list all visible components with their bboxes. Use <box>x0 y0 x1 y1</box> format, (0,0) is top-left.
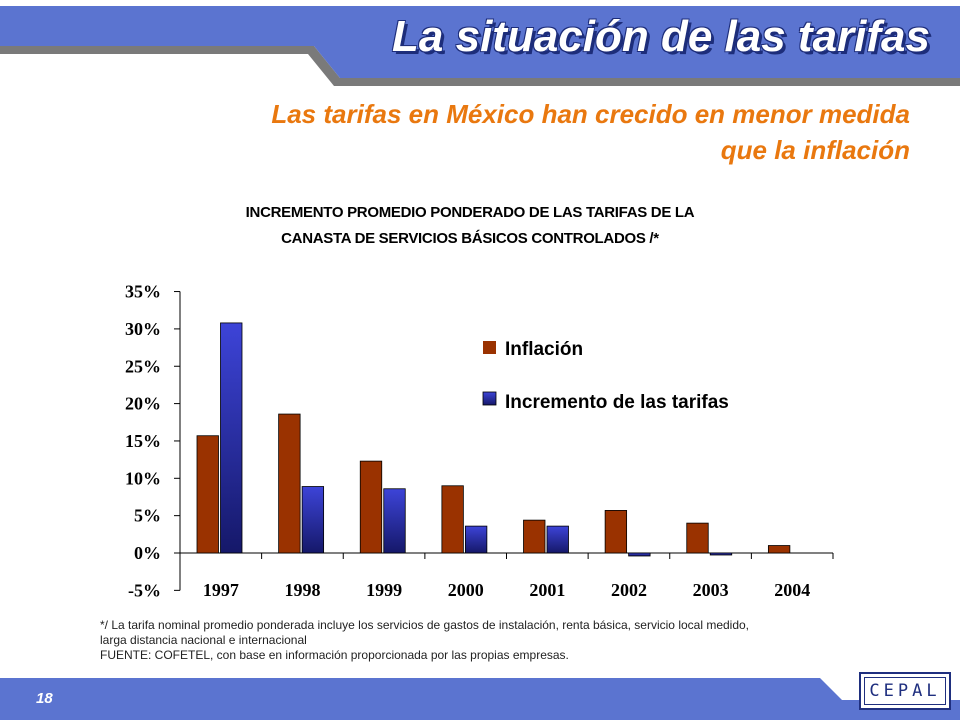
x-tick-label: 2002 <box>611 580 647 600</box>
y-tick-label: 30% <box>125 319 161 339</box>
y-tick-label: 15% <box>125 431 161 451</box>
x-tick-label: 2000 <box>448 580 484 600</box>
plot-area: -5% 0% 5% 10% 15% 20% 25% 30% 35% 1997 1998 1999 200… <box>125 282 834 600</box>
note-source: FUENTE: COFETEL, con base en información… <box>100 648 569 662</box>
bar-inflacion <box>523 519 546 554</box>
bar-inflacion <box>604 510 628 554</box>
footer-band <box>0 678 960 720</box>
y-tick-label: 20% <box>125 394 161 414</box>
subtitle-line-1: Las tarifas en México han crecido en men… <box>271 99 910 129</box>
chart-legend: Inflación Incremento de las tarifas <box>482 339 729 413</box>
chart-title-line-2: CANASTA DE SERVICIOS BÁSICOS CONTROLADOS… <box>281 230 659 247</box>
x-tick-label: 2001 <box>529 580 565 600</box>
bar-tarifas <box>383 488 406 554</box>
bar-tarifas <box>301 486 325 554</box>
chart-title: INCREMENTO PROMEDIO PONDERADO DE LAS TAR… <box>150 200 790 252</box>
note-line-2: larga distancia nacional e internacional <box>100 633 307 647</box>
bar-tarifas <box>709 552 733 556</box>
slide-subtitle: Las tarifas en México han crecido en men… <box>90 96 910 168</box>
bar-inflacion <box>278 413 301 554</box>
legend-swatch-tarifas <box>482 391 497 406</box>
bar-inflacion <box>196 435 219 554</box>
header-band <box>0 6 960 78</box>
legend-label-tarifas: Incremento de las tarifas <box>505 392 729 413</box>
chart-notes: */ La tarifa nominal promedio ponderada … <box>100 618 900 663</box>
page-number: 18 <box>36 690 53 707</box>
bar-inflacion <box>686 522 709 554</box>
bar-tarifas <box>464 525 488 554</box>
legend-swatch-inflacion <box>483 341 496 354</box>
bar-inflacion <box>359 460 383 554</box>
y-tick-label: 25% <box>125 356 161 376</box>
slide-title: La situación de las tarifas <box>392 12 930 61</box>
bar-inflacion <box>441 485 464 554</box>
x-tick-label: 2004 <box>774 580 810 600</box>
y-tick-label: 0% <box>134 543 161 563</box>
legend-label-inflacion: Inflación <box>505 339 583 360</box>
note-line-1: */ La tarifa nominal promedio ponderada … <box>100 618 750 632</box>
x-tick-label: 1998 <box>284 580 320 600</box>
bar-tarifas <box>628 552 651 557</box>
bar-inflacion <box>767 545 791 554</box>
x-tick-label: 1997 <box>203 580 239 600</box>
x-tick-label: 1999 <box>366 580 402 600</box>
cepal-logo: CEPAL <box>859 672 951 710</box>
bar-tarifas <box>546 525 569 554</box>
x-tick-label: 2003 <box>693 580 729 600</box>
subtitle-line-2: que la inflación <box>720 135 910 165</box>
bar-tarifas <box>220 322 243 554</box>
y-tick-label: 10% <box>125 468 161 488</box>
y-tick-label: 35% <box>125 282 161 302</box>
y-tick-label: 5% <box>134 506 161 526</box>
y-tick-label: -5% <box>128 580 161 600</box>
chart-title-line-1: INCREMENTO PROMEDIO PONDERADO DE LAS TAR… <box>245 204 695 221</box>
cepal-logo-text: CEPAL <box>869 681 941 701</box>
